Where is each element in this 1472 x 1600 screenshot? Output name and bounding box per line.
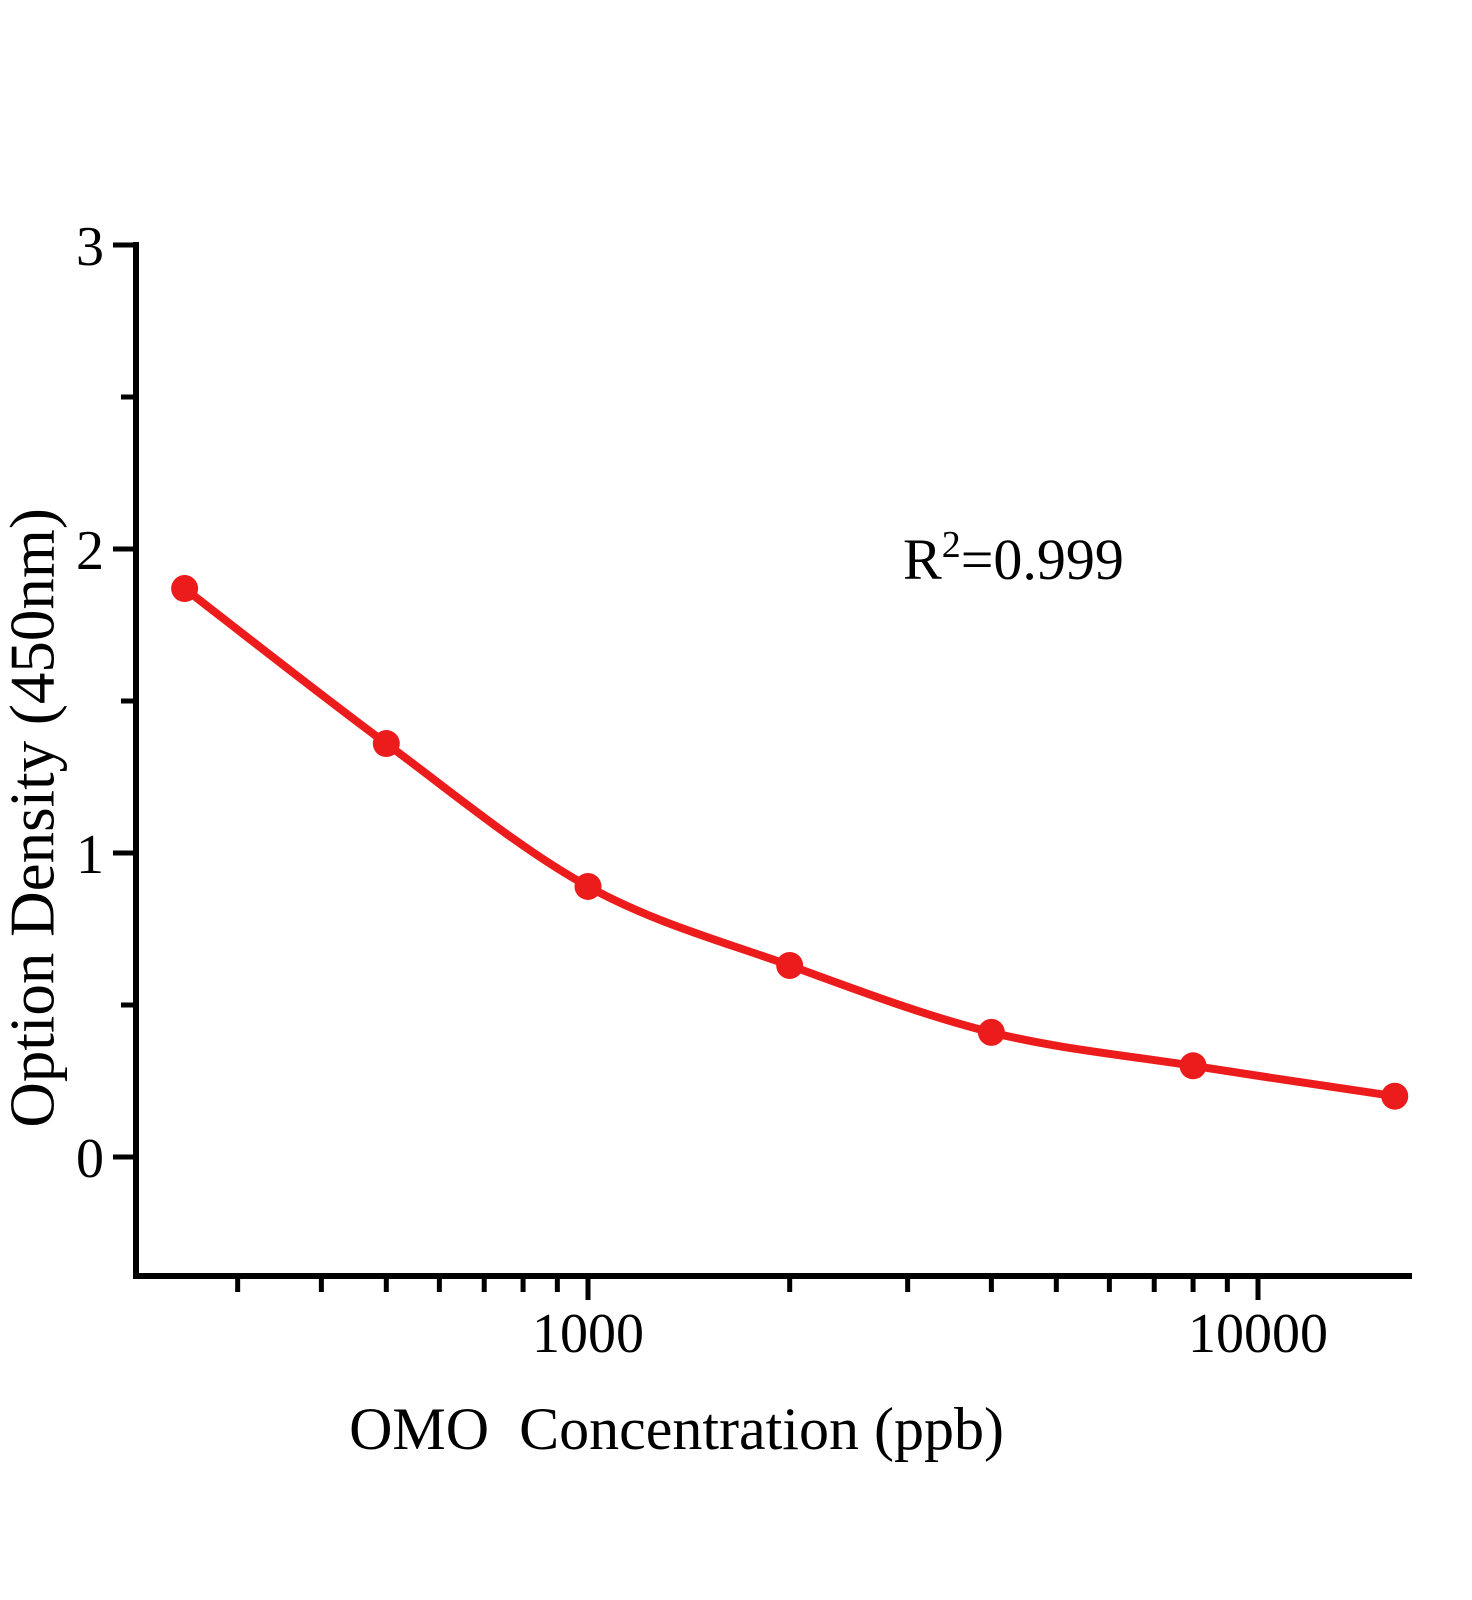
data-point — [372, 730, 400, 758]
data-point — [1381, 1082, 1409, 1110]
x-tick-label: 10000 — [1188, 1303, 1328, 1365]
y-tick-label: 2 — [76, 520, 104, 582]
r-squared-annotation: R2=0.999 — [903, 526, 1124, 589]
data-point — [776, 951, 804, 979]
data-point — [171, 575, 199, 603]
y-axis-title: Option Density (450nm) — [0, 492, 68, 1128]
r-squared-exponent: 2 — [941, 524, 961, 566]
standard-curve-line — [180, 584, 1399, 1101]
x-axis-title: OMO Concentration (ppb) — [349, 1396, 1019, 1462]
data-point — [574, 872, 602, 900]
y-tick-label: 3 — [76, 216, 104, 278]
data-point — [977, 1018, 1005, 1046]
y-tick-label: 1 — [76, 824, 104, 886]
r-squared-base: R — [903, 527, 942, 592]
data-point — [1179, 1052, 1207, 1080]
y-tick-label: 0 — [76, 1128, 104, 1190]
r-squared-value: =0.999 — [960, 527, 1124, 592]
x-tick-label: 1000 — [532, 1303, 644, 1365]
